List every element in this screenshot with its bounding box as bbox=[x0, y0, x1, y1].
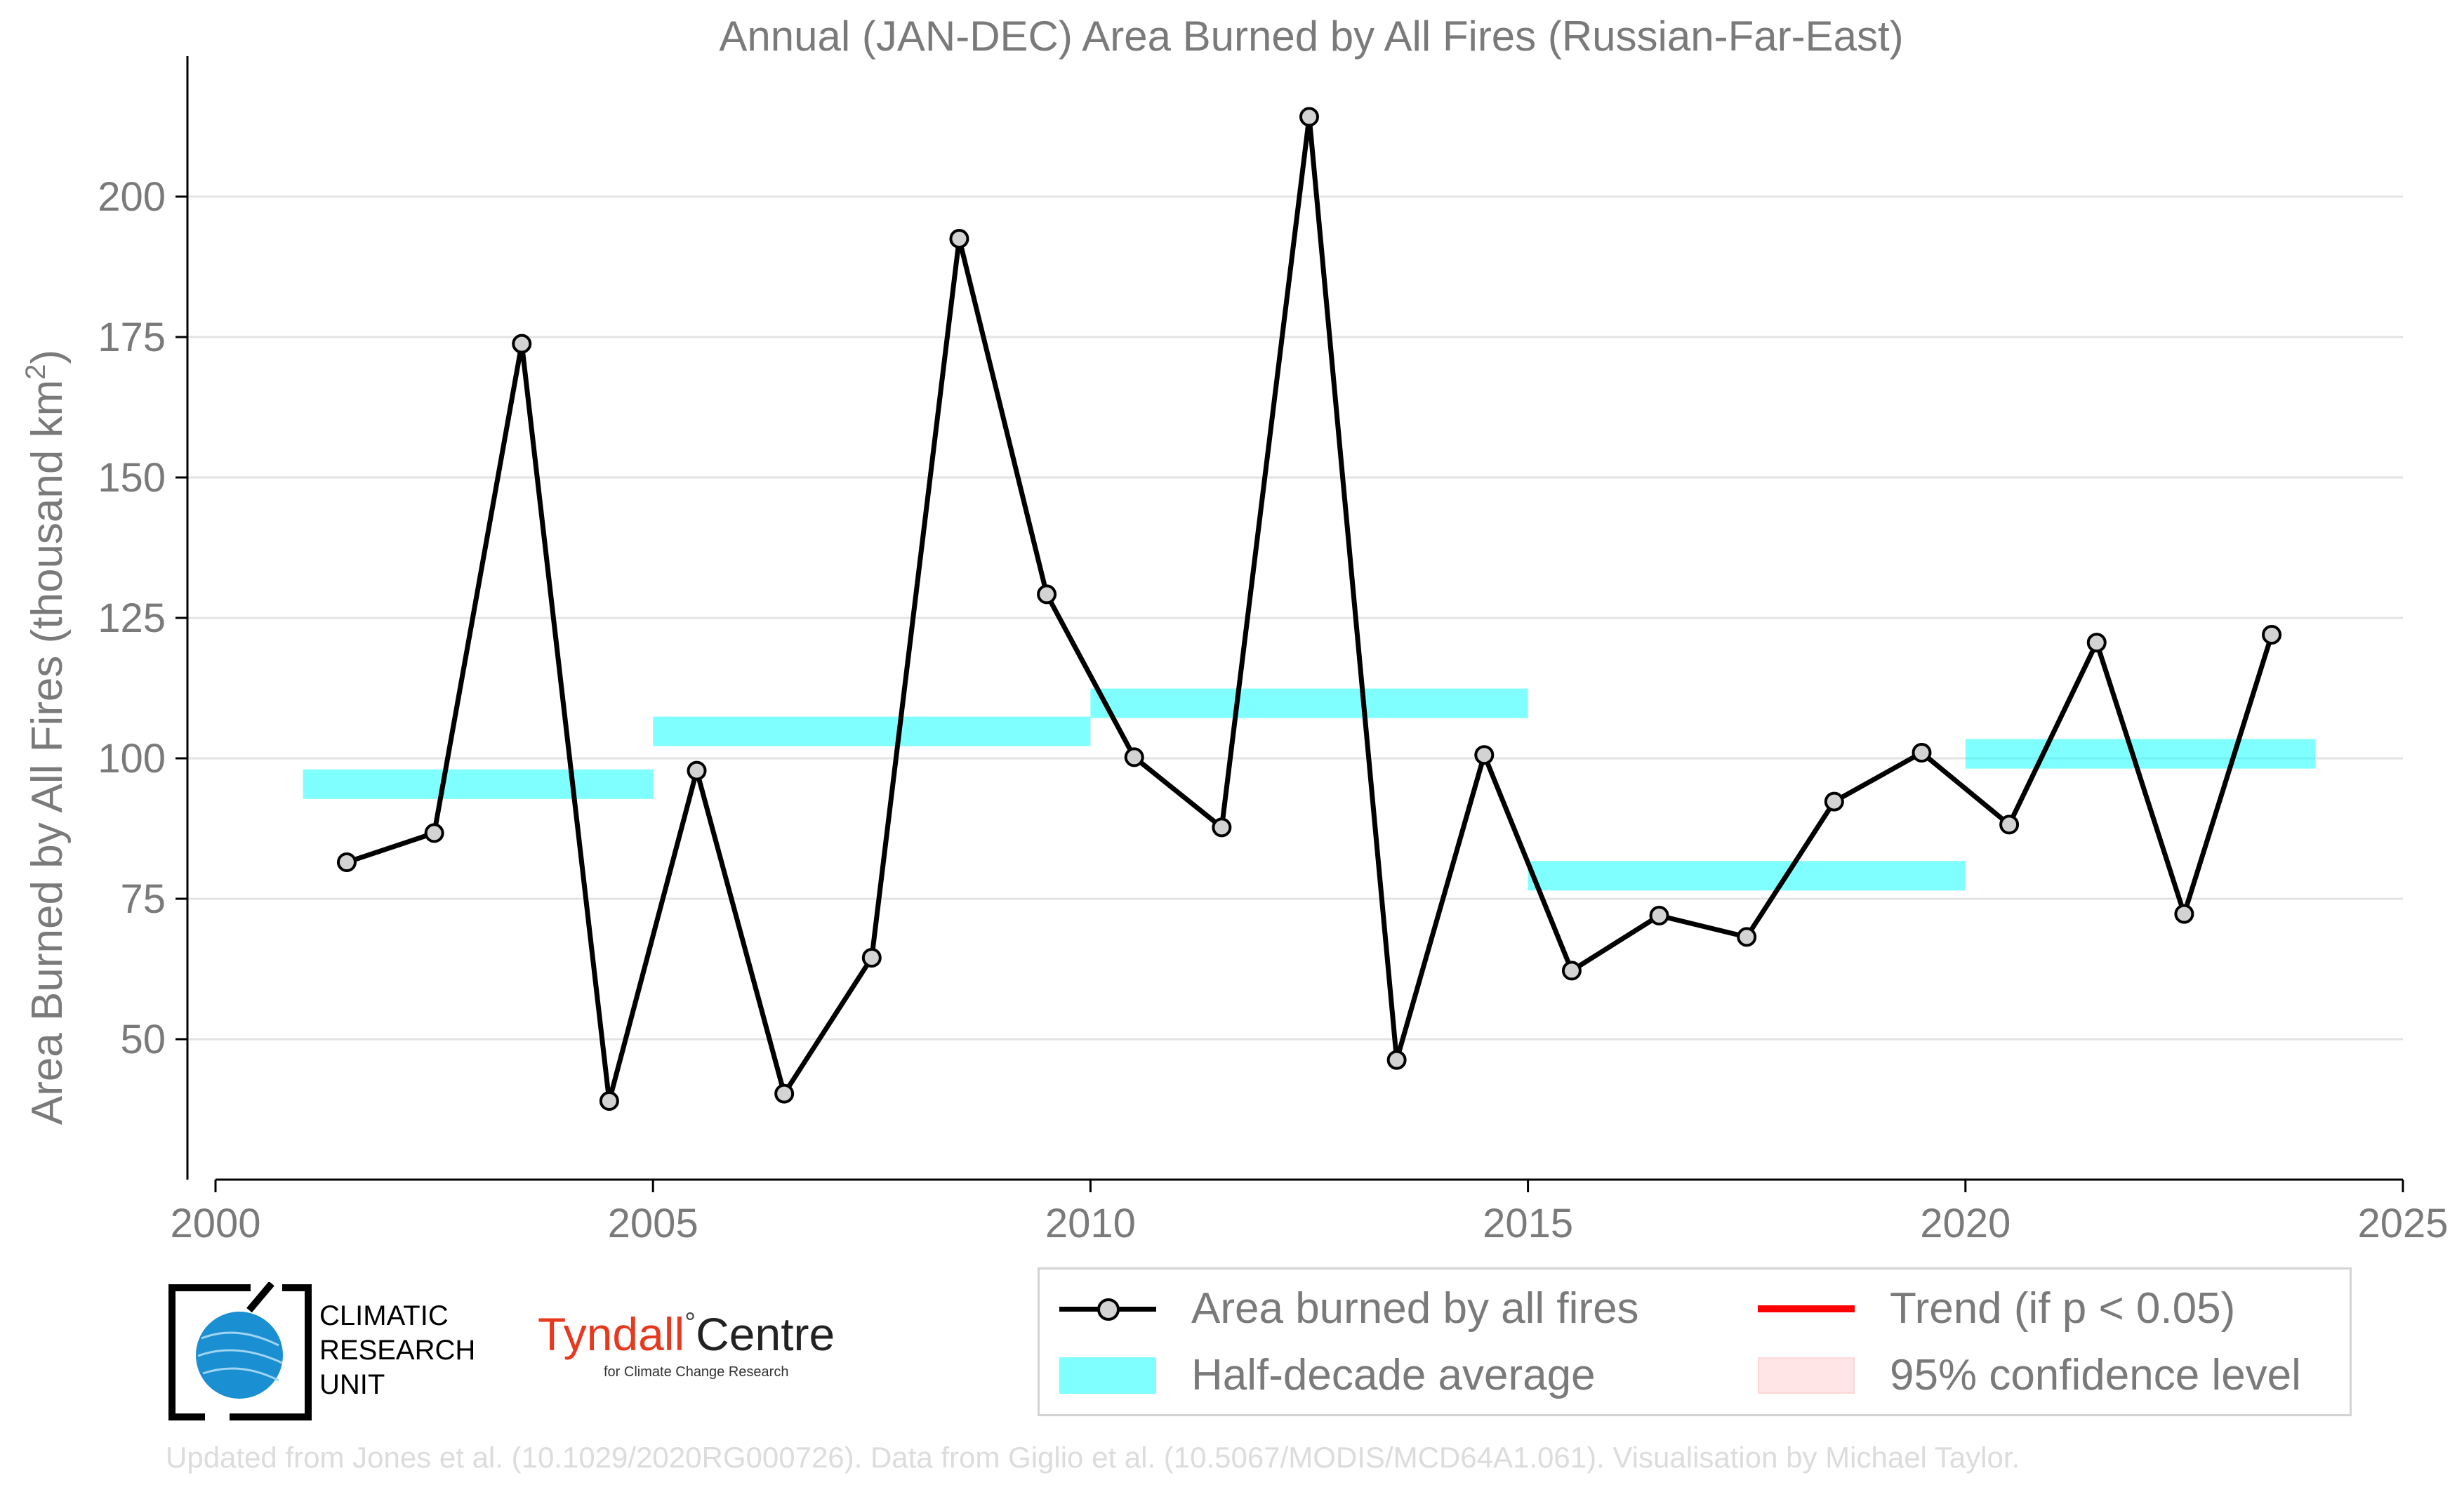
x-tick-label-2005: 2005 bbox=[608, 1201, 698, 1246]
legend-label-trend: Trend (if p < 0.05) bbox=[1890, 1284, 2236, 1333]
x-tick-label-2025: 2025 bbox=[2357, 1201, 2448, 1246]
gridlines bbox=[187, 195, 2403, 1041]
data-point-2016 bbox=[1649, 906, 1669, 925]
data-point-2013 bbox=[1386, 1050, 1407, 1070]
legend-label-area-burned: Area burned by all fires bbox=[1191, 1284, 1639, 1333]
legend-item-confidence: 95% confidence level bbox=[1758, 1350, 2301, 1400]
x-tick-label-2015: 2015 bbox=[1483, 1201, 1573, 1246]
data-point-2008 bbox=[949, 229, 969, 249]
half-decade-band-4 bbox=[1528, 861, 1966, 891]
tyndall-logo-subtitle: for Climate Change Research bbox=[604, 1364, 789, 1380]
data-point-2015 bbox=[1561, 961, 1582, 981]
half-decade-band-5 bbox=[1965, 739, 2316, 769]
y-tick-label-100: 100 bbox=[98, 736, 166, 782]
data-point-2009 bbox=[1037, 584, 1057, 605]
half-decade-band-3 bbox=[1090, 688, 1528, 718]
y-axis-label-end: ) bbox=[23, 350, 72, 364]
x-tick-label-2020: 2020 bbox=[1920, 1201, 2011, 1246]
series-line bbox=[345, 114, 2274, 1104]
cru-logo-line-2: RESEARCH bbox=[319, 1335, 476, 1366]
half-decade-bands bbox=[303, 688, 2316, 891]
data-point-2018 bbox=[1824, 791, 1844, 812]
data-point-2001 bbox=[336, 852, 357, 872]
y-axis-label: Area Burned by All Fires (thousand km2) bbox=[20, 350, 72, 1125]
data-point-2002 bbox=[424, 823, 444, 843]
cru-logo-line-1: CLIMATIC bbox=[319, 1300, 449, 1331]
legend: Area burned by all fires Trend (if p < 0… bbox=[1038, 1267, 2352, 1416]
data-point-2014 bbox=[1474, 745, 1495, 765]
data-point-2007 bbox=[861, 948, 882, 968]
data-point-2004 bbox=[599, 1091, 619, 1111]
data-point-2010 bbox=[1124, 747, 1144, 767]
legend-confidence-band bbox=[1758, 1357, 1855, 1394]
y-tick-label-50: 50 bbox=[120, 1017, 166, 1062]
y-tick-label-175: 175 bbox=[98, 315, 166, 360]
x-tick-label-2010: 2010 bbox=[1045, 1201, 1136, 1246]
legend-half-decade-band bbox=[1059, 1357, 1156, 1394]
data-point-2022 bbox=[2174, 904, 2194, 924]
y-tick-label-150: 150 bbox=[98, 455, 166, 501]
footer-credits: Updated from Jones et al. (10.1029/2020R… bbox=[166, 1441, 2020, 1474]
data-point-2012 bbox=[1299, 107, 1319, 127]
legend-marker bbox=[1097, 1298, 1120, 1321]
area-burned-series bbox=[336, 107, 2282, 1111]
data-point-2005 bbox=[687, 760, 707, 781]
chart-title: Annual (JAN-DEC) Area Burned by All Fire… bbox=[719, 13, 1903, 60]
data-point-2019 bbox=[1912, 743, 1932, 763]
chart-canvas: Annual (JAN-DEC) Area Burned by All Fire… bbox=[20, 13, 2449, 1246]
half-decade-band-2 bbox=[653, 716, 1091, 746]
legend-symbol-line-marker bbox=[1059, 1291, 1156, 1327]
y-axis: 50 75 100 125 150 175 200 bbox=[98, 56, 189, 1180]
legend-item-trend: Trend (if p < 0.05) bbox=[1758, 1284, 2235, 1333]
half-decade-band-1 bbox=[303, 769, 654, 799]
data-point-2006 bbox=[774, 1083, 795, 1104]
legend-item-half-decade: Half-decade average bbox=[1059, 1350, 1596, 1400]
legend-trend-line bbox=[1758, 1305, 1855, 1312]
legend-symbol-trend-line bbox=[1758, 1291, 1855, 1327]
data-point-2003 bbox=[512, 334, 532, 354]
data-point-2020 bbox=[1999, 815, 2020, 835]
legend-label-half-decade: Half-decade average bbox=[1191, 1351, 1596, 1399]
x-tick-label-2000: 2000 bbox=[170, 1201, 260, 1246]
data-point-2023 bbox=[2262, 625, 2282, 645]
y-axis-label-superscript: 2 bbox=[20, 364, 51, 380]
cru-logo-line-3: UNIT bbox=[319, 1369, 385, 1400]
data-point-2011 bbox=[1212, 817, 1232, 838]
cru-logo-text: CLIMATIC RESEARCH UNIT bbox=[319, 1299, 475, 1402]
y-tick-label-200: 200 bbox=[98, 174, 166, 220]
tyndall-logo-centre: Centre bbox=[696, 1308, 835, 1360]
tyndall-logo-degree: ° bbox=[684, 1307, 696, 1338]
y-tick-label-125: 125 bbox=[98, 595, 166, 641]
legend-label-confidence: 95% confidence level bbox=[1890, 1351, 2301, 1399]
legend-symbol-half-decade bbox=[1059, 1357, 1156, 1394]
data-point-2021 bbox=[2086, 633, 2107, 653]
y-axis-label-main: Area Burned by All Fires (thousand km bbox=[23, 380, 72, 1125]
tyndall-logo-name: Tyndall bbox=[538, 1308, 685, 1360]
cru-logo bbox=[168, 1282, 312, 1420]
tyndall-logo: Tyndall°Centre bbox=[538, 1307, 835, 1361]
data-point-2017 bbox=[1737, 927, 1757, 947]
legend-item-area-burned: Area burned by all fires bbox=[1059, 1284, 1639, 1333]
y-tick-label-75: 75 bbox=[120, 876, 166, 922]
legend-symbol-confidence bbox=[1758, 1357, 1855, 1394]
x-axis: 2000 2005 2010 2015 2020 2025 bbox=[170, 1178, 2449, 1246]
